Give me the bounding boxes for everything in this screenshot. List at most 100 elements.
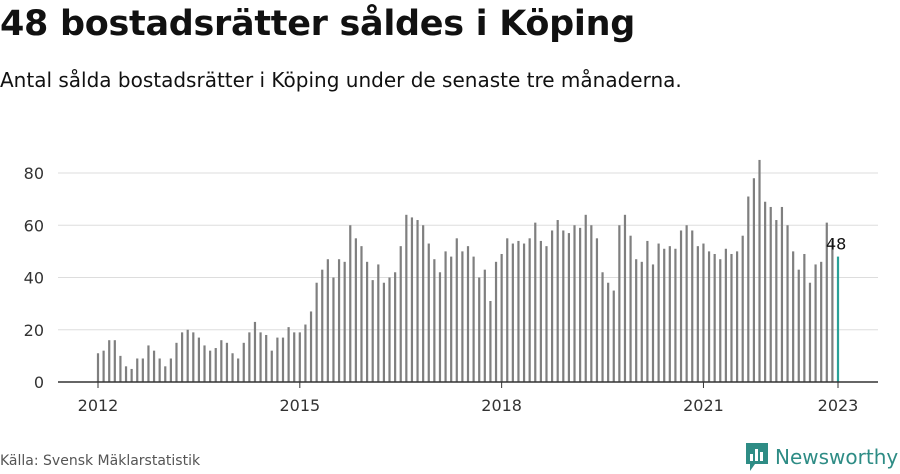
source-note: Källa: Svensk Mäklarstatistik xyxy=(0,453,201,469)
bar-80 xyxy=(545,246,548,382)
bar-41 xyxy=(326,259,329,382)
bar-67 xyxy=(472,256,475,382)
labels: 48 xyxy=(826,235,846,254)
bar-7 xyxy=(136,358,139,382)
bar-91 xyxy=(607,282,610,382)
bar-103 xyxy=(674,248,677,382)
bar-121 xyxy=(775,220,778,382)
bar-87 xyxy=(584,214,587,382)
bar-47 xyxy=(360,246,363,382)
bar-43 xyxy=(337,259,341,382)
bar-57 xyxy=(416,220,419,382)
x-tick-label-2021: 2021 xyxy=(683,396,724,415)
bar-28 xyxy=(253,321,257,382)
bar-127 xyxy=(808,282,812,382)
bar-82 xyxy=(556,220,559,382)
bar-123 xyxy=(786,225,789,382)
bar-74 xyxy=(511,243,514,382)
bar-36 xyxy=(298,332,301,382)
bar-111 xyxy=(719,259,722,382)
bar-13 xyxy=(169,358,172,382)
bar-89 xyxy=(595,238,599,382)
bar-30 xyxy=(265,334,268,382)
bar-115 xyxy=(741,235,744,382)
bar-1 xyxy=(102,350,105,382)
bar-78 xyxy=(534,222,537,382)
gridlines: 0 20 40 60 80 xyxy=(24,164,878,392)
bar-60 xyxy=(433,259,436,382)
bar-46 xyxy=(354,238,357,382)
bar-113 xyxy=(730,253,733,382)
x-tick-label-2023: 2023 xyxy=(818,396,859,415)
bar-39 xyxy=(315,282,318,382)
bar-68 xyxy=(478,277,481,382)
bar-77 xyxy=(528,238,531,382)
brand-logo: Newsworthy xyxy=(745,442,898,472)
bar-5 xyxy=(124,366,128,382)
bar-58 xyxy=(422,225,425,382)
bar-23 xyxy=(225,342,229,382)
bar-110 xyxy=(713,253,716,382)
bar-32 xyxy=(276,337,279,382)
bar-33 xyxy=(281,337,285,382)
bar-86 xyxy=(579,227,582,382)
bar-29 xyxy=(259,332,262,382)
bar-26 xyxy=(242,342,245,382)
bar-102 xyxy=(668,246,671,382)
bar-24 xyxy=(231,353,234,382)
bar-108 xyxy=(702,243,705,382)
bar-48 xyxy=(365,261,369,382)
bar-3 xyxy=(113,340,116,382)
bar-27 xyxy=(248,332,251,382)
bars xyxy=(96,159,840,382)
bar-69 xyxy=(483,269,486,382)
bar-42 xyxy=(332,277,335,382)
bar-14 xyxy=(175,342,178,382)
bar-131 xyxy=(831,240,834,382)
bar-107 xyxy=(696,246,699,382)
bar-73 xyxy=(506,238,509,382)
bar-104 xyxy=(679,230,683,382)
bar-44 xyxy=(343,261,346,382)
x-axis: 2012 2015 2018 2021 2023 xyxy=(58,381,878,415)
bar-99 xyxy=(651,264,655,382)
bar-31 xyxy=(270,350,273,382)
bar-81 xyxy=(550,230,554,382)
bar-95 xyxy=(629,235,632,382)
bar-119 xyxy=(764,201,767,382)
bar-90 xyxy=(601,272,604,382)
bar-105 xyxy=(685,225,688,382)
bar-19 xyxy=(203,345,206,382)
bar-0 xyxy=(96,353,100,382)
bar-50 xyxy=(377,264,380,382)
y-tick-label-80: 80 xyxy=(24,164,44,183)
bar-63 xyxy=(450,256,453,382)
bar-85 xyxy=(573,225,576,382)
bar-56 xyxy=(410,217,414,382)
bar-65 xyxy=(461,251,464,382)
bar-126 xyxy=(803,253,806,382)
bar-118 xyxy=(758,159,761,382)
bar-71 xyxy=(494,261,498,382)
bar-130 xyxy=(825,222,828,382)
bar-25 xyxy=(237,358,240,382)
bar-52 xyxy=(388,277,391,382)
bar-64 xyxy=(455,238,458,382)
bar-45 xyxy=(349,225,352,382)
x-tick-label-2018: 2018 xyxy=(481,396,522,415)
bar-114 xyxy=(735,251,739,382)
bar-2 xyxy=(108,340,111,382)
bar-34 xyxy=(287,327,290,382)
bar-22 xyxy=(220,340,223,382)
bar-40 xyxy=(321,269,324,382)
bar-18 xyxy=(197,337,201,382)
bar-72 xyxy=(500,253,503,382)
bar-21 xyxy=(214,348,217,382)
bar-61 xyxy=(438,272,442,382)
y-tick-label-60: 60 xyxy=(24,216,44,235)
bar-84 xyxy=(567,233,571,382)
bar-100 xyxy=(657,243,660,382)
bar-38 xyxy=(309,311,313,382)
bar-120 xyxy=(769,206,772,382)
bar-37 xyxy=(304,324,307,382)
